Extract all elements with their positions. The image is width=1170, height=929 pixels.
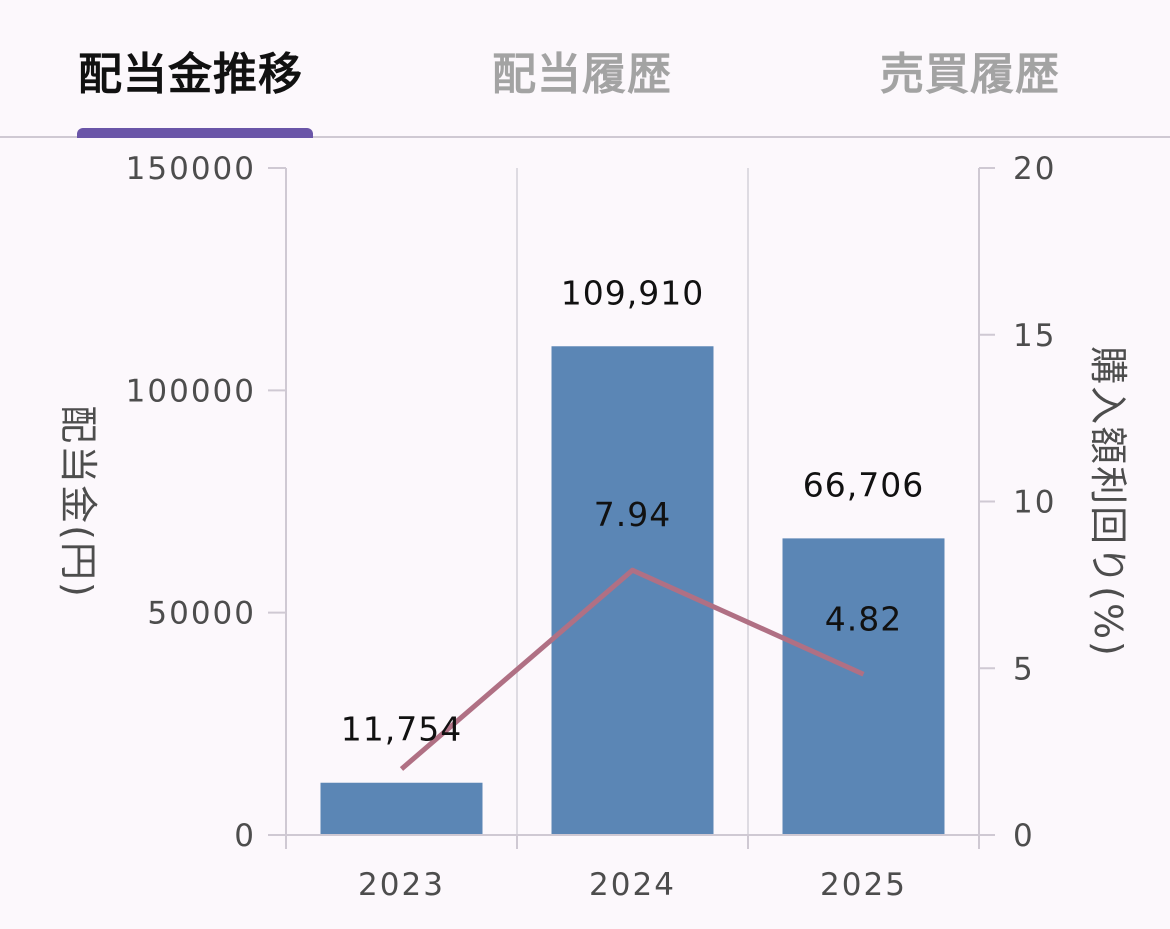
bar-2023: [320, 782, 483, 835]
bar-2025: [782, 538, 945, 835]
y-tick-label: 0: [234, 818, 256, 854]
tab-bar: 配当金推移 配当履歴 売買履歴: [0, 0, 1170, 138]
active-tab-indicator: [77, 128, 313, 138]
y2-axis-title: 購入額利回り(%): [1086, 346, 1130, 658]
y2-tick-label: 0: [1013, 818, 1035, 854]
data-labels: 11,754 109,910 66,706 7.94 4.82: [341, 273, 924, 749]
yield-polyline: [399, 567, 865, 771]
bar-value-label: 109,910: [561, 273, 704, 312]
y-axis-title: 配当金(円): [56, 405, 100, 599]
yield-value-label: 7.94: [594, 495, 671, 534]
tab-dividend-history[interactable]: 配当履歴: [492, 49, 672, 100]
bar-value-label: 66,706: [803, 465, 924, 504]
y2-tick-label: 15: [1013, 318, 1056, 354]
tab-dividend-trend[interactable]: 配当金推移: [78, 49, 303, 100]
x-tick-label: 2024: [589, 867, 676, 903]
x-tick-label: 2023: [358, 867, 445, 903]
tick-labels: 0 50000 100000 150000 0 5 10 15 20 2023 2024 2025: [126, 151, 1056, 903]
y2-tick-label: 10: [1013, 485, 1056, 521]
y-tick-label: 150000: [126, 151, 256, 187]
bar-value-label: 11,754: [341, 710, 462, 749]
bars: [320, 346, 945, 835]
y-tick-label: 100000: [126, 373, 256, 409]
yield-line: [399, 567, 865, 771]
y2-tick-label: 20: [1013, 151, 1056, 187]
y2-tick-label: 5: [1013, 651, 1035, 687]
yield-value-label: 4.82: [825, 599, 902, 638]
grid-lines: [516, 168, 749, 835]
y-tick-label: 50000: [147, 596, 256, 632]
bar-2024: [551, 346, 714, 835]
tab-trade-history[interactable]: 売買履歴: [880, 49, 1060, 100]
x-tick-label: 2025: [820, 867, 907, 903]
axes: [268, 167, 995, 849]
